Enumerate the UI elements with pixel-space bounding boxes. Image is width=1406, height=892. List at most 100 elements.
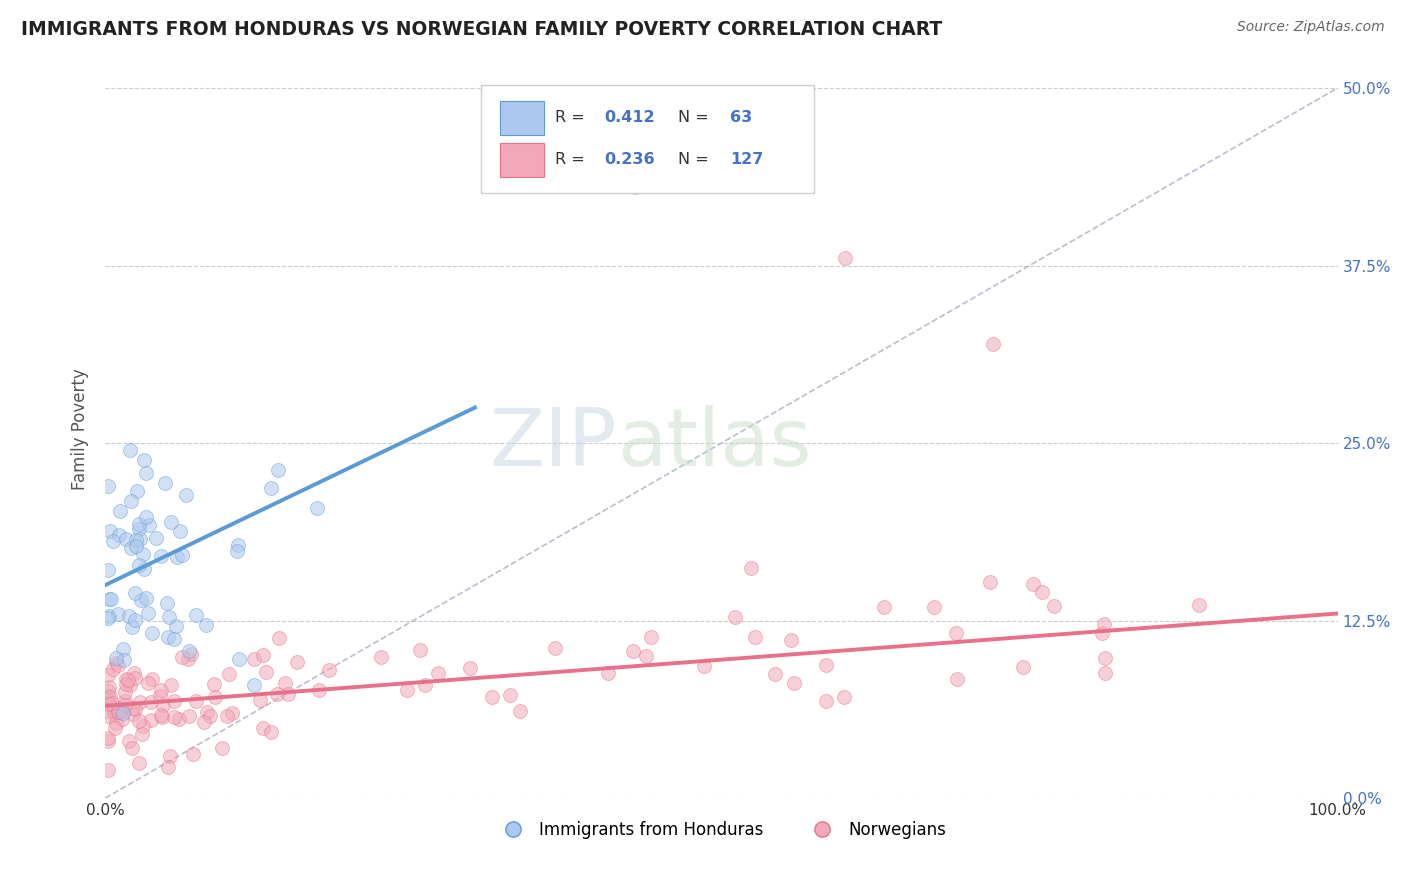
Text: IMMIGRANTS FROM HONDURAS VS NORWEGIAN FAMILY POVERTY CORRELATION CHART: IMMIGRANTS FROM HONDURAS VS NORWEGIAN FA… [21,20,942,38]
Point [98,680,121,694]
Point [204,690,226,704]
Point [945,625,967,640]
Point [228,652,250,666]
FancyBboxPatch shape [499,101,544,135]
FancyBboxPatch shape [499,143,544,177]
Point [135,591,157,606]
Point [124,671,146,685]
Point [97,611,120,625]
Point [544,640,567,655]
Point [112,706,135,720]
Point [114,694,136,708]
Point [305,500,328,515]
Point [1011,660,1033,674]
Point [179,644,201,658]
Point [108,705,131,719]
Point [114,672,136,686]
Point [115,677,138,691]
Text: ZIP: ZIP [489,405,617,483]
Point [104,707,127,722]
Point [1031,585,1053,599]
Legend: Immigrants from Honduras, Norwegians: Immigrants from Honduras, Norwegians [489,814,953,846]
Point [225,544,247,558]
Point [308,682,330,697]
Text: R =: R = [555,152,585,167]
Point [127,484,149,499]
Point [832,690,855,705]
Point [107,658,129,673]
Point [184,608,207,623]
Point [104,721,127,735]
Text: 0.236: 0.236 [605,152,655,167]
Point [129,593,152,607]
Point [98,690,121,704]
Point [195,705,218,719]
Point [169,524,191,539]
Point [176,652,198,666]
Point [221,706,243,720]
Point [873,600,896,615]
Point [763,667,786,681]
Text: atlas: atlas [617,405,811,483]
Point [396,683,419,698]
Point [179,708,201,723]
Point [499,688,522,702]
Point [122,666,145,681]
Point [120,541,142,556]
Point [111,641,134,656]
Text: Source: ZipAtlas.com: Source: ZipAtlas.com [1237,20,1385,34]
Point [172,549,194,563]
Point [114,685,136,699]
Point [128,522,150,536]
Point [226,538,249,552]
Point [136,676,159,690]
Point [640,630,662,644]
Point [107,705,129,719]
Point [163,710,186,724]
Point [122,706,145,721]
Point [107,701,129,715]
Point [166,549,188,564]
Point [97,709,120,723]
Point [159,749,181,764]
Point [780,632,803,647]
Point [97,763,120,777]
Point [125,539,148,553]
Point [458,661,481,675]
Point [636,648,658,663]
Point [153,475,176,490]
Point [124,586,146,600]
Point [131,727,153,741]
Point [98,592,121,607]
Point [409,643,432,657]
Point [101,662,124,676]
Point [121,701,143,715]
Text: 127: 127 [730,152,763,167]
Point [724,609,747,624]
Point [1092,617,1115,632]
Point [167,712,190,726]
Point [97,683,120,698]
Point [139,695,162,709]
Point [114,698,136,712]
Point [202,677,225,691]
Point [267,463,290,477]
Text: N =: N = [678,110,709,125]
Point [101,533,124,548]
Point [598,665,620,680]
Point [97,731,120,746]
Point [107,607,129,621]
Point [193,715,215,730]
Point [1043,599,1066,613]
Point [621,644,644,658]
Point [97,668,120,682]
Point [1188,599,1211,613]
Point [163,694,186,708]
Point [132,562,155,576]
Point [163,632,186,647]
Point [186,693,208,707]
Point [945,673,967,687]
Point [150,682,173,697]
Point [149,708,172,723]
Point [129,532,152,546]
